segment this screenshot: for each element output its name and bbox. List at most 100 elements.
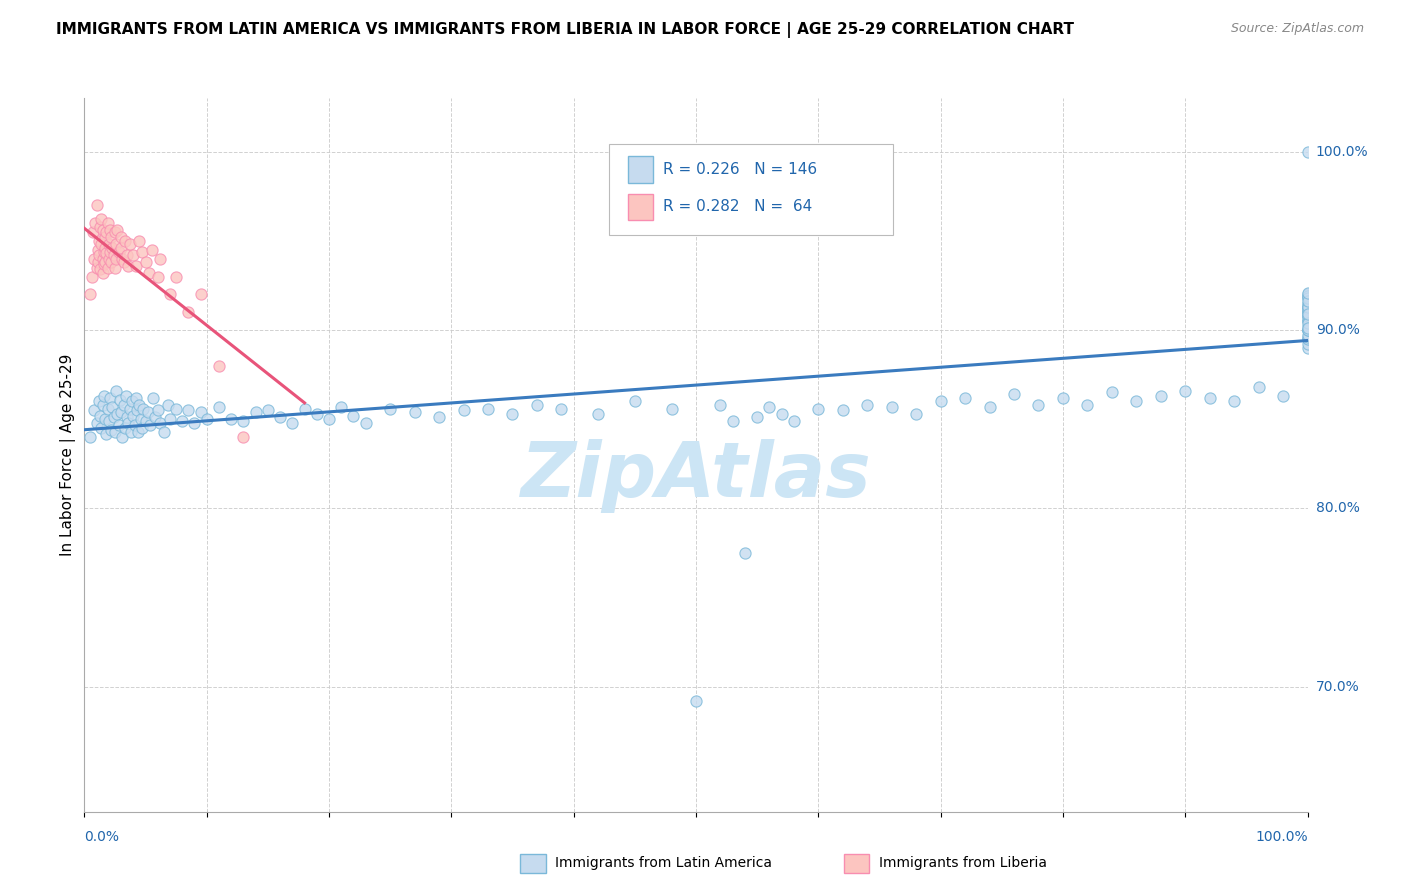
Point (105, 237, 128, 252)
Point (103, 248, 125, 262)
Point (1296, 301, 1319, 316)
Point (117, 416, 139, 430)
Point (125, 259, 148, 273)
Point (110, 230, 132, 244)
Point (142, 391, 165, 405)
Point (1296, 337, 1319, 351)
Point (131, 421, 153, 435)
Point (100, 423, 122, 437)
Point (83, 403, 105, 417)
Point (79, 287, 101, 301)
Point (734, 546, 756, 560)
Point (146, 403, 169, 417)
Point (139, 417, 162, 432)
Point (1076, 398, 1098, 412)
Point (141, 243, 163, 257)
Point (172, 414, 194, 428)
Point (1296, 298, 1319, 312)
Point (122, 409, 145, 423)
Point (1296, 291, 1319, 305)
Point (1296, 319, 1319, 334)
Point (831, 403, 853, 417)
Point (953, 391, 976, 405)
Point (96, 246, 118, 260)
Point (80, 269, 103, 284)
Point (1296, 285, 1319, 300)
Text: 0.0%: 0.0% (84, 830, 120, 844)
Point (165, 401, 187, 416)
Point (929, 394, 952, 409)
Point (94, 230, 117, 244)
Point (183, 416, 205, 430)
Point (127, 425, 149, 439)
Point (232, 414, 254, 428)
Point (89, 409, 111, 423)
Text: 100.0%: 100.0% (1316, 145, 1368, 159)
Point (245, 405, 267, 419)
Point (91, 266, 114, 280)
Point (105, 252, 128, 266)
Point (108, 392, 131, 407)
Point (111, 430, 134, 444)
Point (98, 223, 121, 237)
Point (807, 401, 830, 416)
Point (84, 216, 107, 230)
Point (96, 225, 118, 239)
Point (661, 401, 683, 416)
Point (526, 398, 548, 412)
Point (98, 244, 121, 259)
Point (120, 425, 142, 439)
Text: ZipAtlas: ZipAtlas (520, 440, 872, 513)
Point (165, 269, 187, 284)
Point (94, 412, 117, 426)
Point (118, 401, 141, 416)
Point (136, 405, 159, 419)
Point (89, 262, 111, 277)
Point (1247, 380, 1270, 394)
Text: 70.0%: 70.0% (1316, 680, 1360, 694)
Point (104, 260, 127, 275)
Point (1296, 309, 1319, 323)
Point (1296, 305, 1319, 319)
Point (101, 400, 124, 414)
Point (1296, 289, 1319, 303)
Point (318, 412, 340, 426)
Point (105, 384, 128, 398)
Point (89, 219, 111, 234)
Point (1125, 394, 1147, 409)
Point (94, 241, 117, 255)
Text: R = 0.282   N =  64: R = 0.282 N = 64 (662, 200, 813, 214)
Point (709, 398, 731, 412)
Point (149, 252, 172, 266)
Point (105, 223, 128, 237)
Point (550, 401, 572, 416)
Point (1296, 321, 1319, 335)
Text: Immigrants from Liberia: Immigrants from Liberia (879, 856, 1046, 871)
Point (190, 287, 212, 301)
Point (125, 403, 148, 417)
Point (107, 417, 129, 432)
Point (87, 248, 110, 262)
Text: 80.0%: 80.0% (1316, 501, 1360, 516)
Point (1296, 287, 1319, 301)
Point (1296, 314, 1319, 328)
Point (128, 398, 150, 412)
Point (1296, 305, 1319, 319)
Point (146, 269, 169, 284)
Point (1296, 323, 1319, 337)
Point (177, 403, 200, 417)
Point (342, 409, 364, 423)
Point (122, 248, 145, 262)
Point (1296, 305, 1319, 319)
Point (87, 234, 110, 248)
Point (1296, 301, 1319, 316)
Point (91, 252, 114, 266)
Text: 100.0%: 100.0% (1256, 830, 1308, 844)
Point (1028, 398, 1050, 412)
Point (190, 405, 212, 419)
Point (104, 225, 127, 239)
Point (1272, 389, 1295, 403)
Point (91, 398, 114, 412)
Point (721, 414, 744, 428)
Point (1296, 323, 1319, 337)
